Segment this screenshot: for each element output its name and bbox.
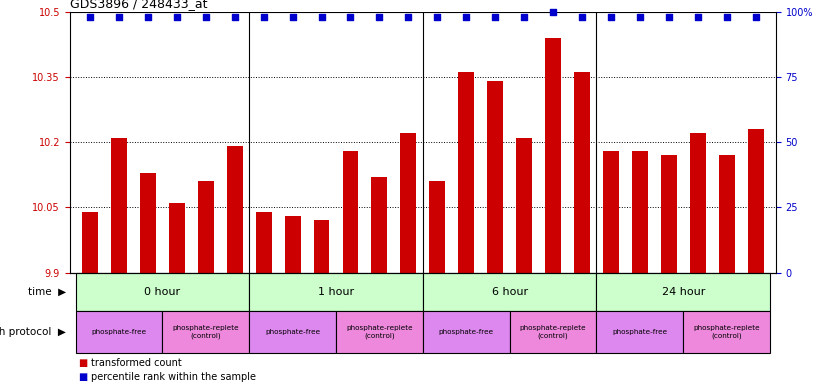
Bar [140, 172, 156, 273]
Bar [487, 81, 503, 273]
Bar [169, 203, 185, 273]
Point [170, 14, 183, 20]
Point [84, 14, 97, 20]
Text: phosphate-free: phosphate-free [265, 329, 320, 335]
Bar [255, 212, 272, 273]
Point [633, 14, 646, 20]
Point [401, 14, 415, 20]
Text: growth protocol  ▶: growth protocol ▶ [0, 327, 66, 337]
Bar [342, 151, 359, 273]
Bar [661, 155, 677, 273]
Bar [596, 273, 770, 311]
Point [431, 14, 444, 20]
Point [141, 14, 154, 20]
Bar [227, 146, 243, 273]
Point [286, 14, 299, 20]
Text: 1 hour: 1 hour [318, 287, 354, 297]
Point [228, 14, 241, 20]
Point [517, 14, 530, 20]
Text: phosphate-free: phosphate-free [91, 329, 146, 335]
Bar [516, 138, 532, 273]
Bar [632, 151, 648, 273]
Bar [401, 133, 416, 273]
Bar [596, 311, 683, 353]
Bar [163, 311, 250, 353]
Bar [545, 38, 561, 273]
Point [488, 14, 502, 20]
Bar [76, 273, 250, 311]
Bar [574, 73, 590, 273]
Bar [198, 181, 213, 273]
Text: percentile rank within the sample: percentile rank within the sample [91, 372, 256, 382]
Point [112, 14, 126, 20]
Bar [690, 133, 706, 273]
Point [604, 14, 617, 20]
Text: phosphate-free: phosphate-free [438, 329, 493, 335]
Text: ■: ■ [78, 358, 87, 368]
Bar [250, 273, 423, 311]
Bar [76, 311, 163, 353]
Point [460, 14, 473, 20]
Point [691, 14, 704, 20]
Bar [250, 311, 336, 353]
Bar [423, 273, 596, 311]
Point [749, 14, 762, 20]
Point [373, 14, 386, 20]
Text: ■: ■ [78, 372, 87, 382]
Bar [336, 311, 423, 353]
Bar [314, 220, 329, 273]
Bar [683, 311, 770, 353]
Point [576, 14, 589, 20]
Bar [371, 177, 388, 273]
Bar [603, 151, 619, 273]
Bar [82, 212, 98, 273]
Text: phosphate-replete
(control): phosphate-replete (control) [346, 325, 413, 339]
Point [344, 14, 357, 20]
Bar [429, 181, 445, 273]
Text: phosphate-free: phosphate-free [612, 329, 667, 335]
Point [200, 14, 213, 20]
Point [720, 14, 733, 20]
Text: time  ▶: time ▶ [28, 287, 66, 297]
Text: phosphate-replete
(control): phosphate-replete (control) [172, 325, 239, 339]
Point [547, 8, 560, 15]
Bar [748, 129, 764, 273]
Text: 24 hour: 24 hour [662, 287, 705, 297]
Point [315, 14, 328, 20]
Bar [458, 73, 475, 273]
Text: phosphate-replete
(control): phosphate-replete (control) [520, 325, 586, 339]
Text: transformed count: transformed count [91, 358, 182, 368]
Text: GDS3896 / 248433_at: GDS3896 / 248433_at [70, 0, 207, 10]
Bar [285, 216, 300, 273]
Bar [718, 155, 735, 273]
Point [663, 14, 676, 20]
Text: phosphate-replete
(control): phosphate-replete (control) [694, 325, 760, 339]
Bar [111, 138, 127, 273]
Text: 6 hour: 6 hour [492, 287, 528, 297]
Bar [510, 311, 596, 353]
Point [257, 14, 270, 20]
Text: 0 hour: 0 hour [144, 287, 181, 297]
Bar [423, 311, 510, 353]
